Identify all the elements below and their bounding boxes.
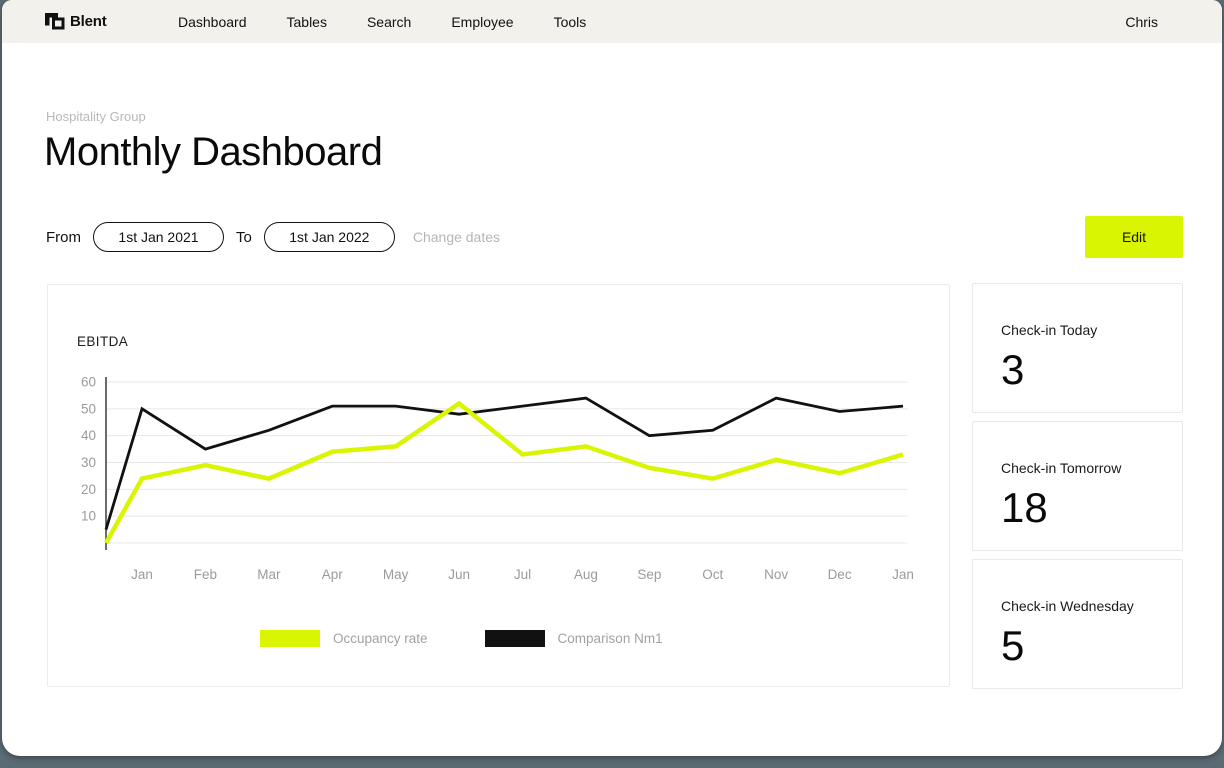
main-nav: Dashboard Tables Search Employee Tools [178,0,586,43]
legend-swatch-comparison [484,630,545,647]
card-checkin-wednesday: Check-in Wednesday 5 [972,559,1183,689]
card-value: 3 [1001,346,1025,393]
legend-label-comparison: Comparison Nm1 [557,631,663,646]
svg-text:10: 10 [81,509,96,524]
nav-item-tools[interactable]: Tools [553,13,587,30]
ebitda-chart: 10 20 30 40 50 60 Jan Feb Mar Apr May Jun Jul Aug Sep O… [81,375,914,583]
card-checkin-today: Check-in Today 3 [972,283,1183,413]
svg-text:Sep: Sep [637,567,661,582]
svg-text:Jan: Jan [892,567,914,582]
nav-item-search[interactable]: Search [366,13,412,30]
ebitda-chart-card: EBITDA 10 20 30 40 50 60 Jan Feb Mar Apr May Jun Jul… [47,284,950,687]
svg-text:50: 50 [81,401,96,416]
svg-text:Apr: Apr [322,567,344,582]
user-menu[interactable]: Chris [1125,13,1158,30]
svg-text:20: 20 [81,482,96,497]
page-title: Monthly Dashboard [44,130,383,174]
svg-text:May: May [383,567,409,582]
svg-text:Mar: Mar [257,567,281,582]
svg-text:Jan: Jan [131,567,153,582]
to-date-button[interactable]: 1st Jan 2022 [263,222,395,252]
group-subtitle: Hospitality Group [46,109,146,124]
svg-text:Jul: Jul [514,567,531,582]
svg-text:40: 40 [81,428,96,443]
checkin-cards: Check-in Today 3 Check-in Tomorrow 18 Ch… [972,283,1183,689]
legend-swatch-occupancy [260,630,320,647]
svg-text:60: 60 [81,375,96,390]
chart-legend: Occupancy rate Comparison Nm1 [260,630,663,647]
svg-text:Jun: Jun [448,567,470,582]
blent-logo-icon [45,13,65,30]
date-filter-row: From 1st Jan 2021 To 1st Jan 2022 Change… [46,222,500,252]
card-value: 5 [1001,622,1025,669]
to-label: To [236,228,252,246]
chart-title: EBITDA [77,334,129,349]
brand[interactable]: Blent [44,0,107,43]
brand-name: Blent [70,13,107,30]
legend-label-occupancy: Occupancy rate [333,631,428,646]
from-date-button[interactable]: 1st Jan 2021 [93,222,224,252]
svg-text:Feb: Feb [194,567,217,582]
edit-button[interactable]: Edit [1085,216,1183,258]
card-value: 18 [1001,484,1048,531]
from-label: From [46,228,81,246]
svg-text:Dec: Dec [828,567,852,582]
svg-text:Oct: Oct [702,567,723,582]
card-checkin-tomorrow: Check-in Tomorrow 18 [972,421,1183,551]
svg-text:30: 30 [81,455,96,470]
card-label: Check-in Wednesday [1001,598,1134,614]
svg-text:Nov: Nov [764,567,788,582]
card-label: Check-in Tomorrow [1001,460,1122,476]
nav-item-employee[interactable]: Employee [451,13,514,30]
svg-text:Aug: Aug [574,567,598,582]
change-dates-link[interactable]: Change dates [412,229,501,245]
top-navbar: Blent Dashboard Tables Search Employee T… [2,0,1222,43]
nav-item-tables[interactable]: Tables [286,13,327,30]
card-label: Check-in Today [1001,322,1098,338]
nav-item-dashboard[interactable]: Dashboard [178,13,247,30]
